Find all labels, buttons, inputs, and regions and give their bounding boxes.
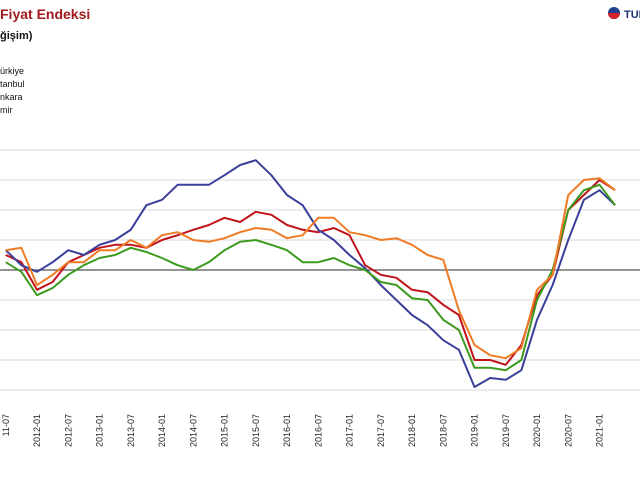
logo-text: TUR [624,9,640,21]
chart-subtitle: ğişim) [0,30,33,42]
x-tick-label: 2014-07 [188,414,198,447]
x-tick-label: 2016-07 [313,414,323,447]
x-tick-label: 2017-01 [345,414,355,447]
x-tick-label: 2012-01 [32,414,42,447]
x-tick-label: 2015-07 [251,414,261,447]
x-tick-label: 2016-01 [282,414,292,447]
legend-label: tanbul [0,79,25,89]
x-tick-label: 2014-01 [157,414,167,447]
x-tick-label: 2013-07 [126,414,136,447]
x-tick-label: 2020-01 [532,414,542,447]
series-line [5,179,616,366]
x-tick-label: 2019-07 [501,414,511,447]
x-tick-label: 2020-07 [563,414,573,447]
x-tick-label: 2015-01 [220,414,230,447]
legend-label: mir [0,105,13,115]
x-tick-label: 2017-07 [376,414,386,447]
legend-label: ürkiye [0,66,24,76]
x-tick-label: 2018-01 [407,414,417,447]
x-tick-label: 2021-01 [595,414,605,447]
x-tick-label: 2018-07 [438,414,448,447]
logo-icon-half [608,13,620,19]
x-tick-label: 2019-01 [470,414,480,447]
x-tick-label: 2013-01 [95,414,105,447]
series-line [5,177,616,360]
x-tick-label: 11-07 [1,414,11,436]
chart-title: Fiyat Endeksi [0,6,90,22]
series-line [5,159,616,388]
series-line [5,183,616,372]
legend-label: nkara [0,92,23,102]
x-tick-label: 2012-07 [63,414,73,447]
